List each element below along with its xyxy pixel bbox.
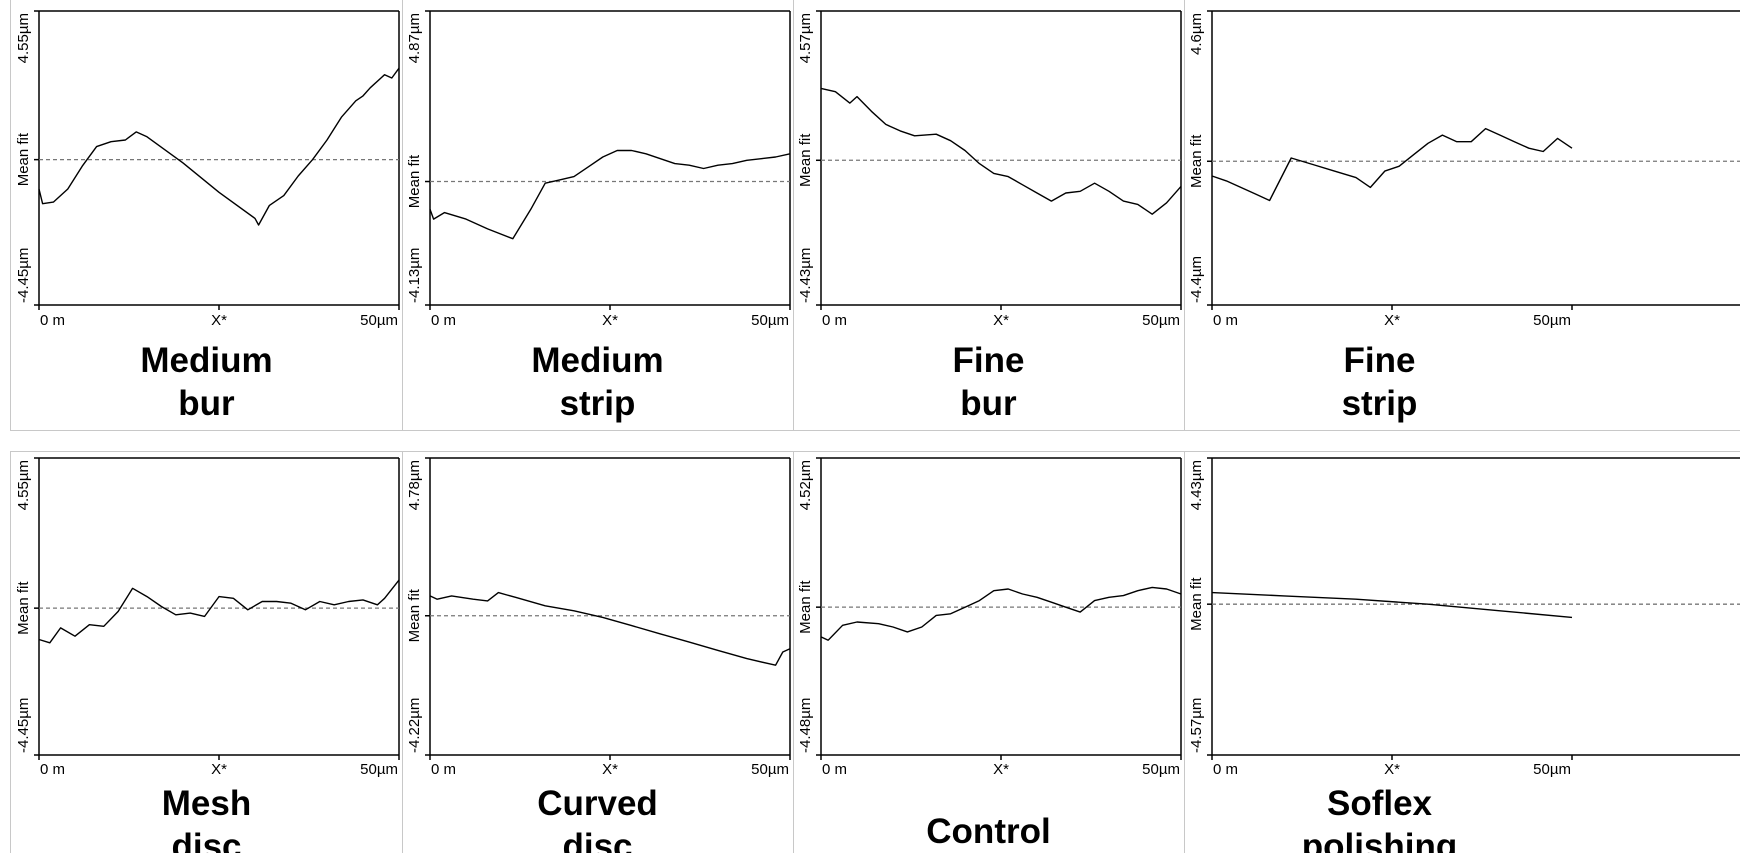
x-axis-label: X* bbox=[602, 312, 618, 329]
y-tick-label-top: 4.55µm bbox=[15, 460, 32, 510]
x-tick-label-right: 50µm bbox=[1533, 761, 1571, 778]
caption-line-1: Fine bbox=[1343, 341, 1416, 380]
profile-chart-medium-bur: 4.55µm Mean fit -4.45µm 0 m X* 50µm bbox=[15, 10, 400, 329]
panel-soflex-polishing: 4.43µm Mean fit -4.57µm 0 m X* 50µm Soflex pol… bbox=[1184, 452, 1740, 853]
panel-fine-bur: 4.57µm Mean fit -4.43µm 0 m X* 50µm Fine bur bbox=[793, 0, 1185, 430]
y-axis-label-mean-fit: Mean fit bbox=[1188, 577, 1205, 631]
panel-caption: Fine bur bbox=[793, 339, 1184, 425]
y-tick-label-bottom: -4.57µm bbox=[1188, 698, 1205, 753]
profile-chart-control: 4.52µm Mean fit -4.48µm 0 m X* 50µm bbox=[797, 457, 1182, 778]
x-tick-label-left: 0 m bbox=[431, 761, 456, 778]
caption-line-2: strip bbox=[559, 384, 636, 423]
caption-line-2: disc bbox=[562, 827, 633, 853]
x-tick-label-left: 0 m bbox=[822, 761, 847, 778]
x-tick-label-right: 50µm bbox=[360, 312, 398, 329]
x-tick-label-left: 0 m bbox=[40, 761, 65, 778]
caption-line-1: Curved bbox=[537, 784, 658, 823]
x-tick-label-left: 0 m bbox=[1213, 312, 1238, 329]
y-tick-label-bottom: -4.48µm bbox=[797, 698, 814, 753]
x-axis-label: X* bbox=[993, 312, 1009, 329]
panel-caption: Mesh disc bbox=[11, 782, 402, 853]
panel-curved-disc: 4.78µm Mean fit -4.22µm 0 m X* 50µm Curved dis… bbox=[402, 452, 794, 853]
y-tick-label-bottom: -4.45µm bbox=[15, 248, 32, 303]
y-axis-label-mean-fit: Mean fit bbox=[797, 580, 814, 634]
caption-line-1: Medium bbox=[140, 341, 273, 380]
profile-chart-medium-strip: 4.87µm Mean fit -4.13µm 0 m X* 50µm bbox=[406, 10, 791, 329]
profile-chart-fine-strip: 4.6µm Mean fit -4.4µm 0 m X* 50µm bbox=[1188, 10, 1740, 329]
caption-line-2: polishing bbox=[1301, 827, 1458, 853]
surface-profile-line bbox=[38, 579, 400, 644]
y-axis-label-mean-fit: Mean fit bbox=[15, 132, 32, 186]
y-tick-label-top: 4.52µm bbox=[797, 460, 814, 510]
y-tick-label-top: 4.57µm bbox=[797, 13, 814, 63]
panel-caption: Control bbox=[793, 810, 1184, 853]
y-tick-label-bottom: -4.43µm bbox=[797, 248, 814, 303]
x-axis-label: X* bbox=[211, 761, 227, 778]
y-axis-label-mean-fit: Mean fit bbox=[406, 588, 423, 642]
panel-caption: Medium strip bbox=[402, 339, 793, 425]
caption-line-2: strip bbox=[1341, 384, 1418, 423]
caption-line-1: Fine bbox=[952, 341, 1025, 380]
caption-line-1: Medium bbox=[531, 341, 664, 380]
bottom-row-panels: 4.55µm Mean fit -4.45µm 0 m X* 50µm Mesh disc … bbox=[10, 451, 1740, 853]
x-axis-label: X* bbox=[211, 312, 227, 329]
panel-caption: Curved disc bbox=[402, 782, 793, 853]
x-tick-label-right: 50µm bbox=[1142, 761, 1180, 778]
x-tick-label-left: 0 m bbox=[40, 312, 65, 329]
y-tick-label-top: 4.43µm bbox=[1188, 460, 1205, 510]
x-axis-label: X* bbox=[1384, 761, 1400, 778]
y-axis-label-mean-fit: Mean fit bbox=[1188, 134, 1205, 188]
top-row-panels: 4.55µm Mean fit -4.45µm 0 m X* 50µm Medium bur… bbox=[10, 0, 1740, 431]
y-axis-label-mean-fit: Mean fit bbox=[15, 581, 32, 635]
y-tick-label-bottom: -4.22µm bbox=[406, 698, 423, 753]
y-tick-label-top: 4.55µm bbox=[15, 13, 32, 63]
caption-line-2: bur bbox=[960, 384, 1017, 423]
profile-chart-mesh-disc: 4.55µm Mean fit -4.45µm 0 m X* 50µm bbox=[15, 457, 400, 778]
x-tick-label-left: 0 m bbox=[1213, 761, 1238, 778]
panel-caption: Medium bur bbox=[11, 339, 402, 425]
x-axis-label: X* bbox=[602, 761, 618, 778]
panel-fine-strip: 4.6µm Mean fit -4.4µm 0 m X* 50µm Fine strip bbox=[1184, 0, 1740, 430]
caption-line-1: Mesh bbox=[161, 784, 252, 823]
y-tick-label-top: 4.87µm bbox=[406, 13, 423, 63]
x-tick-label-right: 50µm bbox=[360, 761, 398, 778]
panel-medium-strip: 4.87µm Mean fit -4.13µm 0 m X* 50µm Medium str… bbox=[402, 0, 794, 430]
x-tick-label-right: 50µm bbox=[751, 312, 789, 329]
profile-chart-curved-disc: 4.78µm Mean fit -4.22µm 0 m X* 50µm bbox=[406, 457, 791, 778]
caption-line-1: Control bbox=[926, 812, 1051, 851]
surface-profile-line bbox=[38, 67, 400, 226]
y-tick-label-bottom: -4.13µm bbox=[406, 248, 423, 303]
surface-profile-line bbox=[429, 149, 791, 240]
surface-profile-line bbox=[820, 87, 1182, 215]
panel-caption: Soflex polishing bbox=[1184, 782, 1575, 853]
surface-profile-line bbox=[429, 591, 791, 666]
y-tick-label-bottom: -4.45µm bbox=[15, 698, 32, 753]
panel-mesh-disc: 4.55µm Mean fit -4.45µm 0 m X* 50µm Mesh disc bbox=[11, 452, 403, 853]
panel-caption: Fine strip bbox=[1184, 339, 1575, 425]
caption-line-2: disc bbox=[171, 827, 242, 853]
y-tick-label-top: 4.78µm bbox=[406, 460, 423, 510]
caption-line-2: bur bbox=[178, 384, 235, 423]
surface-profile-line bbox=[820, 586, 1182, 641]
y-axis-label-mean-fit: Mean fit bbox=[797, 133, 814, 187]
y-tick-label-bottom: -4.4µm bbox=[1188, 256, 1205, 303]
x-axis-label: X* bbox=[993, 761, 1009, 778]
x-tick-label-right: 50µm bbox=[1142, 312, 1180, 329]
x-tick-label-left: 0 m bbox=[822, 312, 847, 329]
x-tick-label-right: 50µm bbox=[1533, 312, 1571, 329]
x-tick-label-right: 50µm bbox=[751, 761, 789, 778]
y-axis-label-mean-fit: Mean fit bbox=[406, 154, 423, 208]
x-axis-label: X* bbox=[1384, 312, 1400, 329]
panel-medium-bur: 4.55µm Mean fit -4.45µm 0 m X* 50µm Medium bur bbox=[11, 0, 403, 430]
panel-control: 4.52µm Mean fit -4.48µm 0 m X* 50µm Control bbox=[793, 452, 1185, 853]
y-tick-label-top: 4.6µm bbox=[1188, 13, 1205, 55]
surface-profile-line bbox=[1211, 127, 1573, 202]
profile-chart-fine-bur: 4.57µm Mean fit -4.43µm 0 m X* 50µm bbox=[797, 10, 1182, 329]
surface-profile-line bbox=[1211, 591, 1573, 619]
caption-line-1: Soflex bbox=[1326, 784, 1433, 823]
x-tick-label-left: 0 m bbox=[431, 312, 456, 329]
profile-chart-soflex-polishing: 4.43µm Mean fit -4.57µm 0 m X* 50µm bbox=[1188, 457, 1740, 778]
